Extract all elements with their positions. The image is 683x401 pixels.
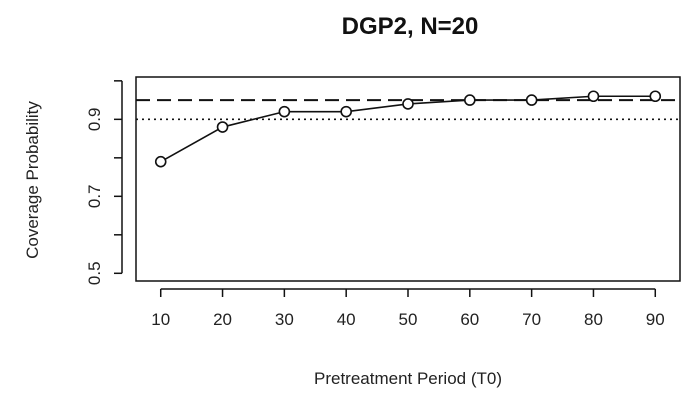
x-tick-label: 40 [337, 310, 356, 329]
y-tick-label: 0.9 [85, 108, 104, 132]
y-axis-label: Coverage Probability [23, 101, 42, 259]
x-axis-label: Pretreatment Period (T0) [314, 369, 502, 388]
y-tick-label: 0.7 [85, 185, 104, 209]
y-axis: 0.5 0.7 0.9 [85, 80, 123, 285]
data-point [587, 90, 600, 103]
x-tick-label: 20 [213, 310, 232, 329]
data-point [340, 105, 352, 118]
plot-area-frame [135, 76, 681, 282]
data-points [154, 90, 662, 168]
x-tick-label: 10 [151, 310, 170, 329]
data-point [278, 105, 291, 118]
x-tick-label: 90 [646, 310, 665, 329]
y-tick-label: 0.5 [85, 261, 104, 285]
data-point [525, 94, 538, 106]
x-tick-label: 70 [522, 310, 541, 329]
data-point [649, 90, 662, 103]
data-point [464, 94, 476, 106]
data-point [154, 155, 167, 168]
chart-title: DGP2, N=20 [342, 13, 479, 40]
data-point [216, 121, 229, 133]
data-point [402, 98, 414, 110]
x-tick-label: 30 [275, 310, 294, 329]
x-tick-label: 80 [584, 310, 603, 329]
x-axis: 10 20 30 40 50 60 70 80 90 [151, 288, 665, 329]
x-tick-label: 50 [399, 310, 418, 329]
x-tick-label: 60 [460, 310, 479, 329]
